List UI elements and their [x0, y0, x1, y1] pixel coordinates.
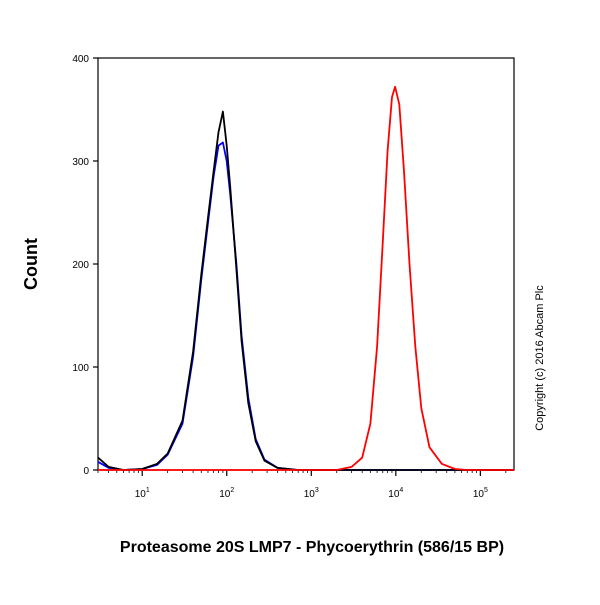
y-tick-label: 200: [72, 260, 89, 271]
x-tick-label: 103: [304, 487, 319, 500]
x-axis-label: Proteasome 20S LMP7 - Phycoerythrin (586…: [120, 539, 504, 556]
copyright-annotation: Copyright (c) 2016 Abcam Plc: [534, 285, 546, 431]
y-tick-label: 300: [72, 157, 89, 168]
x-tick-label: 101: [135, 487, 150, 500]
series-line-0: [97, 141, 514, 471]
y-tick-label: 0: [83, 466, 89, 477]
x-tick-label: 105: [473, 487, 488, 500]
y-axis-label: Count: [21, 238, 41, 290]
series-line-1: [97, 110, 514, 471]
x-tick-label: 102: [219, 487, 234, 500]
x-tick-label: 104: [388, 487, 403, 500]
series-line-2: [98, 85, 514, 471]
plot-frame: [97, 57, 515, 471]
y-tick-label: 400: [72, 54, 89, 65]
y-tick-label: 100: [72, 363, 89, 374]
